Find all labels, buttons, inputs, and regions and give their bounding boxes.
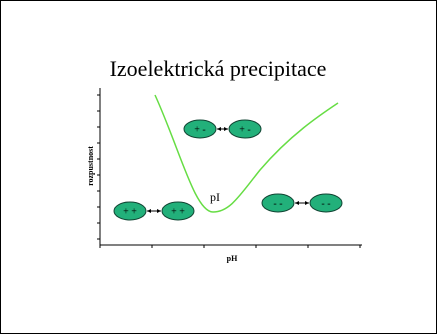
pi-label: pI: [210, 190, 220, 204]
x-axis-label: pH: [227, 254, 238, 263]
charge-label: + -: [194, 124, 205, 135]
slide-title: Izoelektrická precipitace: [110, 56, 327, 81]
charge-label: + +: [171, 206, 185, 217]
charge-label: + +: [123, 206, 137, 217]
charge-label: - -: [273, 198, 282, 209]
charge-label: + -: [239, 124, 250, 135]
charge-label: - -: [321, 198, 330, 209]
slide-border: [1, 1, 437, 334]
slide: Izoelektrická precipitace rozpustnost pH…: [0, 0, 437, 334]
y-axis-label: rozpustnost: [86, 146, 95, 186]
